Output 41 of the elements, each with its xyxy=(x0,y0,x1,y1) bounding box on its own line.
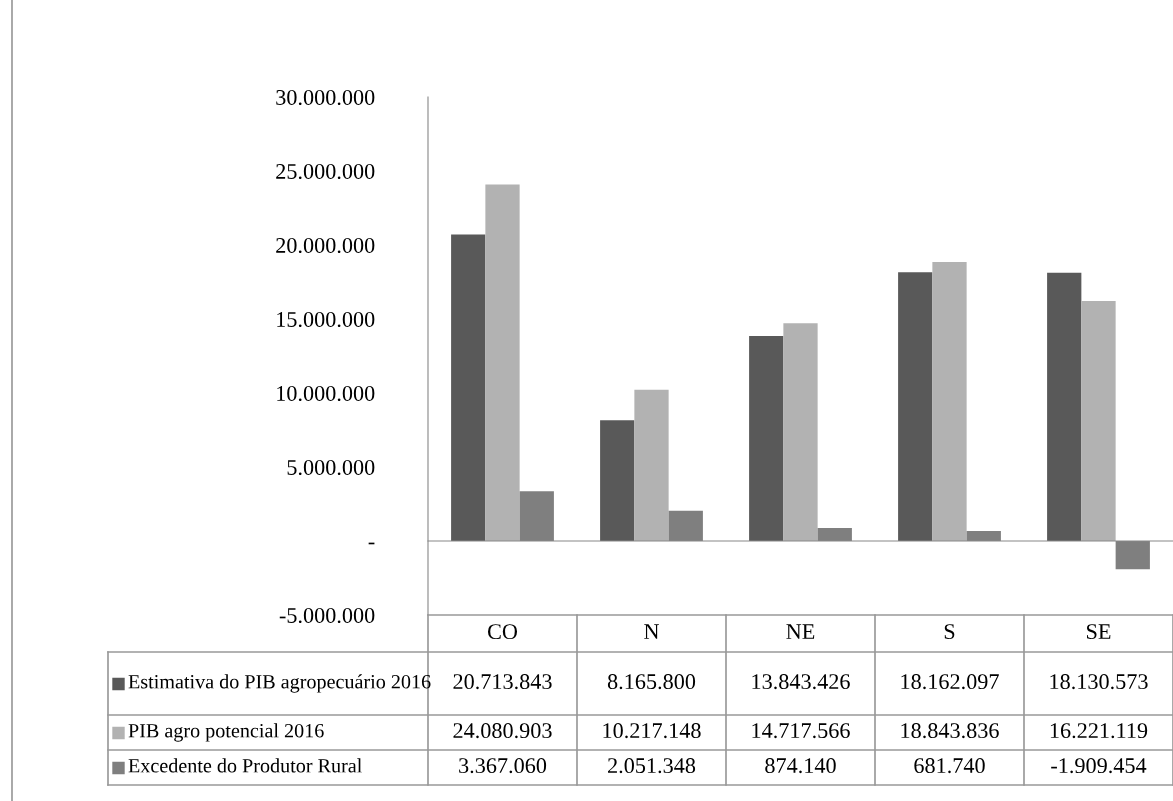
bar xyxy=(783,323,818,541)
legend-label: Excedente do Produtor Rural xyxy=(128,758,362,773)
y-tick-label: 30.000.000 xyxy=(276,89,375,106)
x-tick-label: N xyxy=(644,624,660,639)
y-tick-label: -5.000.000 xyxy=(279,607,375,624)
data-label: 20.713.843 xyxy=(453,674,552,690)
data-label: -1.909.454 xyxy=(1051,758,1147,774)
bar xyxy=(749,336,784,541)
legend-label: Estimativa do PIB agropecuário 2016 xyxy=(128,674,431,693)
data-label: 10.217.148 xyxy=(603,723,701,739)
data-label: 18.843.836 xyxy=(901,723,999,739)
x-tick-label: NE xyxy=(786,624,815,639)
y-tick-label: 20.000.000 xyxy=(276,237,375,254)
data-label: 24.080.903 xyxy=(453,723,552,739)
bar xyxy=(932,262,967,541)
data-label: 18.130.573 xyxy=(1050,674,1148,690)
bar xyxy=(634,389,669,541)
x-tick-label: S xyxy=(944,624,955,640)
bar xyxy=(600,420,635,541)
y-tick-label: 25.000.000 xyxy=(276,163,375,180)
legend-label: PIB agro potencial 2016 xyxy=(128,723,324,742)
y-tick-label: 5.000.000 xyxy=(287,459,375,476)
bar xyxy=(485,184,520,541)
data-label: 14.717.566 xyxy=(752,723,850,739)
data-label: 16.221.119 xyxy=(1050,723,1148,739)
y-tick-label: - xyxy=(368,542,375,545)
data-label: 8.165.800 xyxy=(607,674,696,690)
data-label: 681.740 xyxy=(914,758,985,774)
x-tick-label: CO xyxy=(487,624,518,640)
data-label: 3.367.060 xyxy=(459,758,547,774)
bar xyxy=(1081,300,1116,541)
x-tick-label: SE xyxy=(1087,624,1111,640)
data-label: 18.162.097 xyxy=(901,674,999,690)
bar xyxy=(451,234,486,541)
y-tick-label: 15.000.000 xyxy=(277,311,375,328)
data-label: 13.843.426 xyxy=(752,674,850,690)
y-tick-label: 10.000.000 xyxy=(277,385,375,402)
bar xyxy=(1047,272,1082,541)
bar xyxy=(898,272,933,541)
data-label: 874.140 xyxy=(765,758,836,774)
data-label: 2.051.348 xyxy=(608,758,696,774)
